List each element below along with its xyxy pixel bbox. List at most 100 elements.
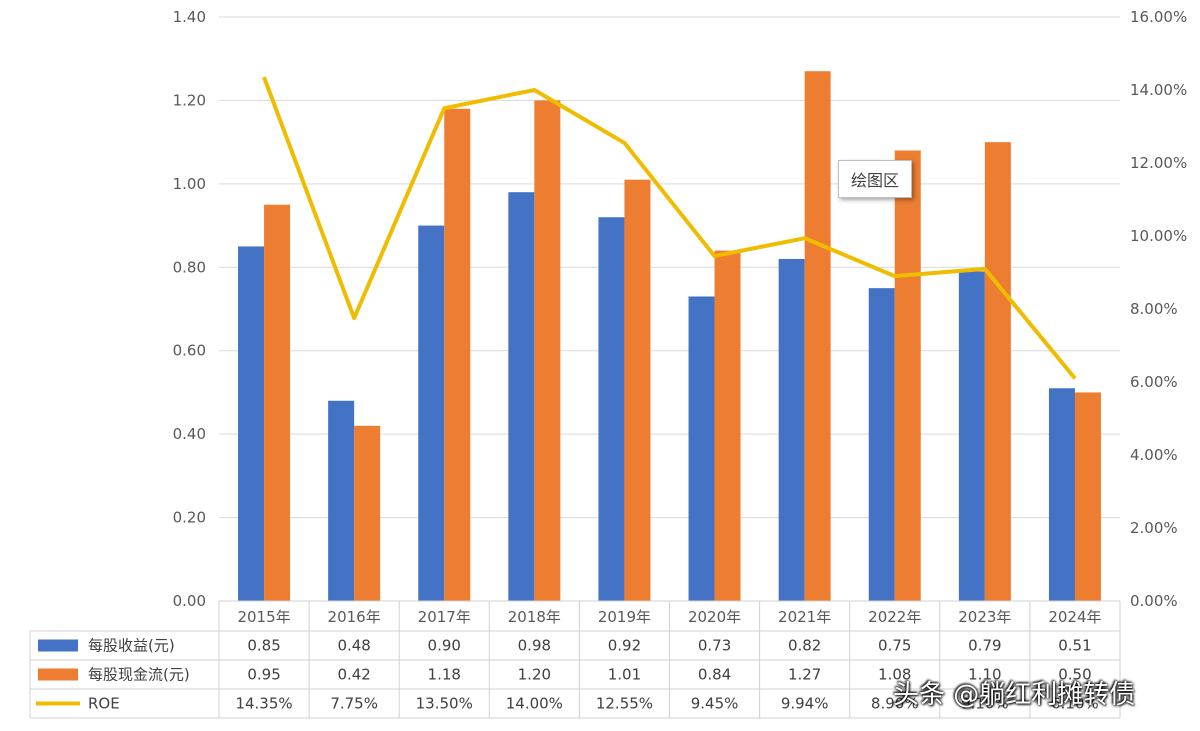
x-tick-label: 2023年 xyxy=(958,608,1011,626)
y-left-tick-label: 0.40 xyxy=(173,425,206,443)
y-left-tick-label: 0.00 xyxy=(173,592,206,610)
cashflow-bar xyxy=(1074,392,1101,601)
cashflow-bar xyxy=(354,425,381,601)
data-label: 1.08 xyxy=(878,666,911,684)
watermark: 头条 @躺红利摊转债 xyxy=(893,680,1136,710)
legend-label: 每股现金流(元) xyxy=(88,666,190,684)
data-label: 14.35% xyxy=(235,695,292,713)
eps-bar xyxy=(1048,388,1075,601)
data-label: 13.50% xyxy=(416,695,473,713)
roe-point xyxy=(623,142,625,144)
eps-bar xyxy=(778,258,805,601)
cashflow-bar xyxy=(804,71,831,601)
roe-point xyxy=(443,107,445,109)
y-right-tick-label: 2.00% xyxy=(1130,519,1178,537)
axes: 0.00 0.20 0.40 0.60 0.80 1.00 1.20 1.40 0.00% 2.0… xyxy=(173,8,1188,610)
eps-bar xyxy=(328,400,355,601)
eps-bar xyxy=(508,192,535,601)
data-label: 0.42 xyxy=(337,666,370,684)
roe-point xyxy=(984,268,986,270)
roe-point xyxy=(263,76,265,78)
y-right-tick-label: 0.00% xyxy=(1130,592,1178,610)
data-label: 1.18 xyxy=(428,666,461,684)
y-left-tick-label: 0.60 xyxy=(173,342,206,360)
eps-bar xyxy=(418,225,445,602)
data-label: 0.48 xyxy=(337,637,370,655)
roe-point xyxy=(894,275,896,277)
cashflow-bar xyxy=(624,179,651,601)
y-left-tick-label: 1.20 xyxy=(173,91,206,109)
cashflow-bar xyxy=(444,108,471,602)
data-label: 0.75 xyxy=(878,637,911,655)
x-tick-label: 2021年 xyxy=(778,608,831,626)
y-left-tick-label: 0.80 xyxy=(173,258,206,276)
legend-swatch xyxy=(38,639,78,652)
cashflow-bar xyxy=(714,250,741,601)
y-right-tick-label: 6.00% xyxy=(1130,373,1178,391)
data-label: 9.94% xyxy=(781,695,829,713)
data-label: 1.10 xyxy=(968,666,1001,684)
data-label: 6.10% xyxy=(1051,695,1099,713)
eps-bar xyxy=(868,288,895,601)
y-left-tick-label: 1.40 xyxy=(173,8,206,26)
data-label: 0.85 xyxy=(247,637,280,655)
roe-point xyxy=(533,89,535,91)
x-tick-label: 2022年 xyxy=(868,608,921,626)
data-label: 0.79 xyxy=(968,637,1001,655)
data-label: 0.98 xyxy=(518,637,551,655)
data-label: 0.51 xyxy=(1058,637,1091,655)
roe-point xyxy=(1074,377,1076,379)
data-label: 0.90 xyxy=(428,637,461,655)
data-label: 0.95 xyxy=(247,666,280,684)
data-label: 7.75% xyxy=(330,695,378,713)
y-left-tick-label: 1.00 xyxy=(173,175,206,193)
bars xyxy=(238,71,1101,602)
plot-area-tooltip: 绘图区 xyxy=(838,160,913,198)
data-label: 1.27 xyxy=(788,666,821,684)
roe-point xyxy=(353,317,355,319)
y-right-tick-label: 8.00% xyxy=(1130,300,1178,318)
cashflow-bar xyxy=(534,100,561,601)
y-right-tick-label: 4.00% xyxy=(1130,446,1178,464)
data-label: 0.73 xyxy=(698,637,731,655)
x-tick-label: 2017年 xyxy=(418,608,471,626)
roe-point xyxy=(714,255,716,257)
x-tick-label: 2024年 xyxy=(1048,608,1101,626)
data-label: 0.84 xyxy=(698,666,731,684)
eps-bar xyxy=(688,296,715,601)
roe-line xyxy=(262,76,1077,380)
eps-bar xyxy=(598,217,625,601)
y-left-tick-label: 0.20 xyxy=(173,509,206,527)
y-right-tick-label: 10.00% xyxy=(1130,227,1187,245)
legend-swatch xyxy=(38,668,78,681)
data-label: 8.90% xyxy=(871,695,919,713)
data-label: 0.50 xyxy=(1058,666,1091,684)
data-label: 0.92 xyxy=(608,637,641,655)
data-label: 1.01 xyxy=(608,666,641,684)
data-label: 1.20 xyxy=(518,666,551,684)
x-tick-label: 2020年 xyxy=(688,608,741,626)
data-label: 0.82 xyxy=(788,637,821,655)
data-table: 2015年 2016年 2017年 2018年 2019年 2020年 2021年 2022年… xyxy=(29,600,1121,719)
data-label: 14.00% xyxy=(506,695,563,713)
legend-label: ROE xyxy=(88,695,120,713)
eps-bar xyxy=(238,246,265,601)
data-label: 9.10% xyxy=(961,695,1009,713)
roe-line-layer xyxy=(262,76,1077,380)
x-tick-label: 2018年 xyxy=(508,608,561,626)
y-right-tick-label: 16.00% xyxy=(1130,8,1187,26)
y-right-tick-label: 12.00% xyxy=(1130,154,1187,172)
x-tick-label: 2016年 xyxy=(328,608,381,626)
roe-point xyxy=(804,237,806,239)
x-tick-label: 2019年 xyxy=(598,608,651,626)
cashflow-bar xyxy=(984,142,1011,601)
data-label: 12.55% xyxy=(596,695,653,713)
cashflow-bar xyxy=(264,204,291,601)
data-label: 9.45% xyxy=(691,695,739,713)
eps-bar xyxy=(958,271,985,601)
legend-label: 每股收益(元) xyxy=(88,637,175,655)
cashflow-bar xyxy=(894,150,921,601)
x-tick-label: 2015年 xyxy=(237,608,290,626)
y-right-tick-label: 14.00% xyxy=(1130,81,1187,99)
